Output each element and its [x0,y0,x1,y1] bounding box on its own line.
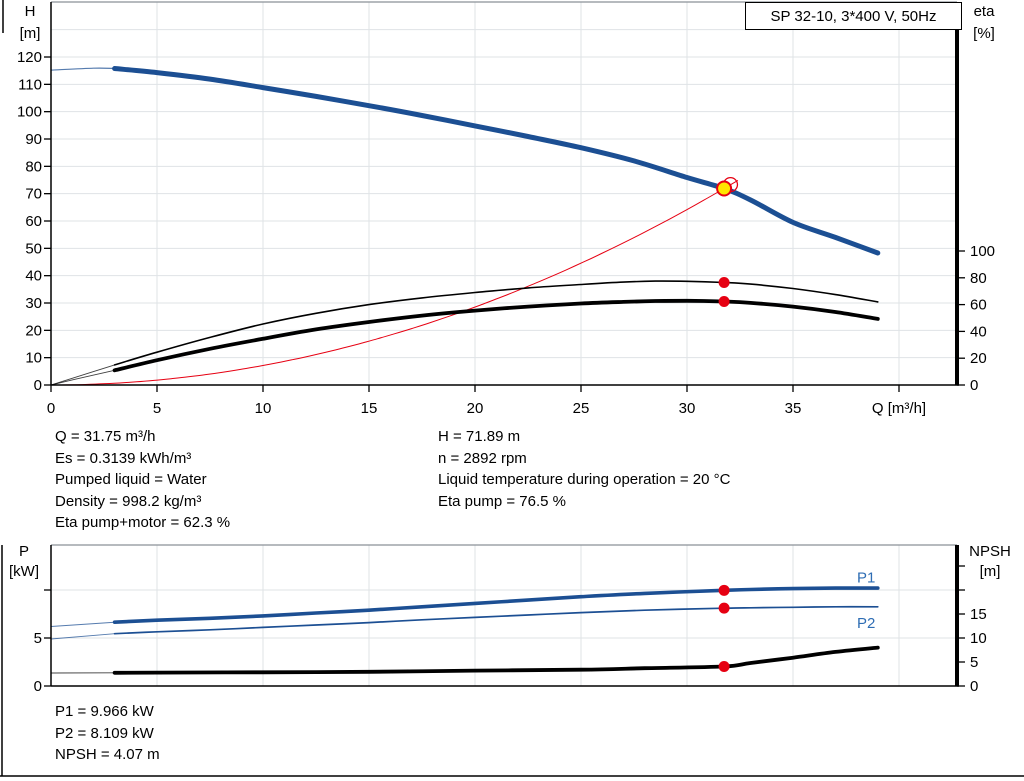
eta-pump-motor-point [718,296,730,308]
axis-tick-label: 0 [34,377,42,394]
axis-tick-label: 30 [679,400,696,417]
y-axis-right-title-unit: [m] [980,563,1001,580]
p1-curve [112,586,880,624]
duty-info-right: H = 71.89 m n = 2892 rpm Liquid temperat… [438,426,730,512]
axis-tick-label: 0 [47,400,55,417]
info-line-liquid: Pumped liquid = Water [55,471,207,488]
head-curve-lead-in [50,67,115,71]
axis-tick-label: 20 [467,400,484,417]
eta-pump-curve-lead-in [50,364,115,386]
info-line-h: H = 71.89 m [438,428,521,445]
eta-pump-curve [113,280,879,366]
info-line-p2: P2 = 8.109 kW [55,724,154,742]
info-line-es: Es = 0.3139 kWh/m³ [55,449,192,467]
axis-tick-label: 100 [17,104,42,121]
axis-tick-label: 50 [25,240,42,257]
p2-point [718,602,730,614]
axis-tick-label: 120 [17,49,42,66]
power-info: P1 = 9.966 kW P2 = 8.109 kW NPSH = 4.07 … [55,701,160,766]
eta-pump-motor-curve-lead-in [50,369,115,386]
npsh-point [718,660,730,672]
y-axis-left-title: H [25,3,36,20]
curve-label-p1: P1 [857,570,875,587]
npsh-curve [112,645,880,675]
info-line-temperature: Liquid temperature during operation = 20… [438,471,731,488]
y-axis-left-title-unit: [kW] [9,563,39,580]
info-line-density: Density = 998.2 kg/m³ [55,492,202,510]
axis-tick-label: 15 [361,400,378,417]
axis-tick-label: 0 [970,678,978,695]
info-line-n: n = 2892 rpm [438,449,527,467]
info-line-q: Q = 31.75 m³/h [55,428,156,445]
axis-tick-label: 10 [970,630,987,647]
axis-tick-label: 110 [18,76,42,93]
axis-tick-label: 5 [970,654,978,671]
y-axis-right-title: NPSH [969,543,1011,560]
info-line-eta-pump: Eta pump = 76.5 % [438,492,566,510]
p2-curve-lead-in [50,633,115,640]
axis-tick-label: 25 [573,400,590,417]
system-curve [50,179,739,386]
axis-tick-label: 35 [785,400,802,417]
curve-label-p2: P2 [857,615,875,632]
p1-curve-lead-in [50,621,115,627]
y-axis-left-title: P [19,543,29,560]
axis-tick-label: 60 [970,297,987,314]
axis-tick-label: 10 [25,350,42,367]
duty-point[interactable] [716,180,733,197]
axis-tick-label: 30 [25,295,42,312]
p2-curve [113,605,879,635]
axis-tick-label: 0 [970,377,978,394]
axis-tick-label: 40 [970,323,987,340]
axis-tick-label: 15 [970,606,987,623]
axis-tick-label: 80 [25,158,42,175]
axis-tick-label: 20 [25,322,42,339]
info-line-eta-pump-motor: Eta pump+motor = 62.3 % [55,514,231,531]
p1-point [718,584,730,596]
y-axis-right-title: eta [974,3,996,20]
axis-tick-label: 80 [970,270,987,287]
curve-title-box: SP 32-10, 3*400 V, 50Hz [745,2,962,30]
axis-tick-label: 5 [34,630,42,647]
axis-tick-label: 20 [970,350,987,367]
y-axis-left-title-unit: [m] [20,25,41,42]
axis-tick-label: 0 [34,678,42,695]
eta-pump-motor-curve [112,298,880,373]
axis-tick-label: 90 [25,131,42,148]
head-curve [112,66,881,256]
info-line-p1: P1 = 9.966 kW [55,703,154,720]
axis-tick-label: 100 [970,243,995,260]
info-line-npsh: NPSH = 4.07 m [55,746,160,763]
axis-tick-label: 5 [153,400,161,417]
eta-pump-point [718,276,730,288]
axis-tick-label: 60 [25,213,42,230]
axis-tick-label: 10 [255,400,272,417]
duty-info-left: Q = 31.75 m³/h Es = 0.3139 kWh/m³ Pumped… [55,426,230,534]
y-axis-right-title-unit: [%] [973,25,995,42]
axis-tick-label: 70 [25,186,42,203]
x-axis-title: Q [m³/h] [872,400,926,417]
axis-tick-label: 40 [25,268,42,285]
